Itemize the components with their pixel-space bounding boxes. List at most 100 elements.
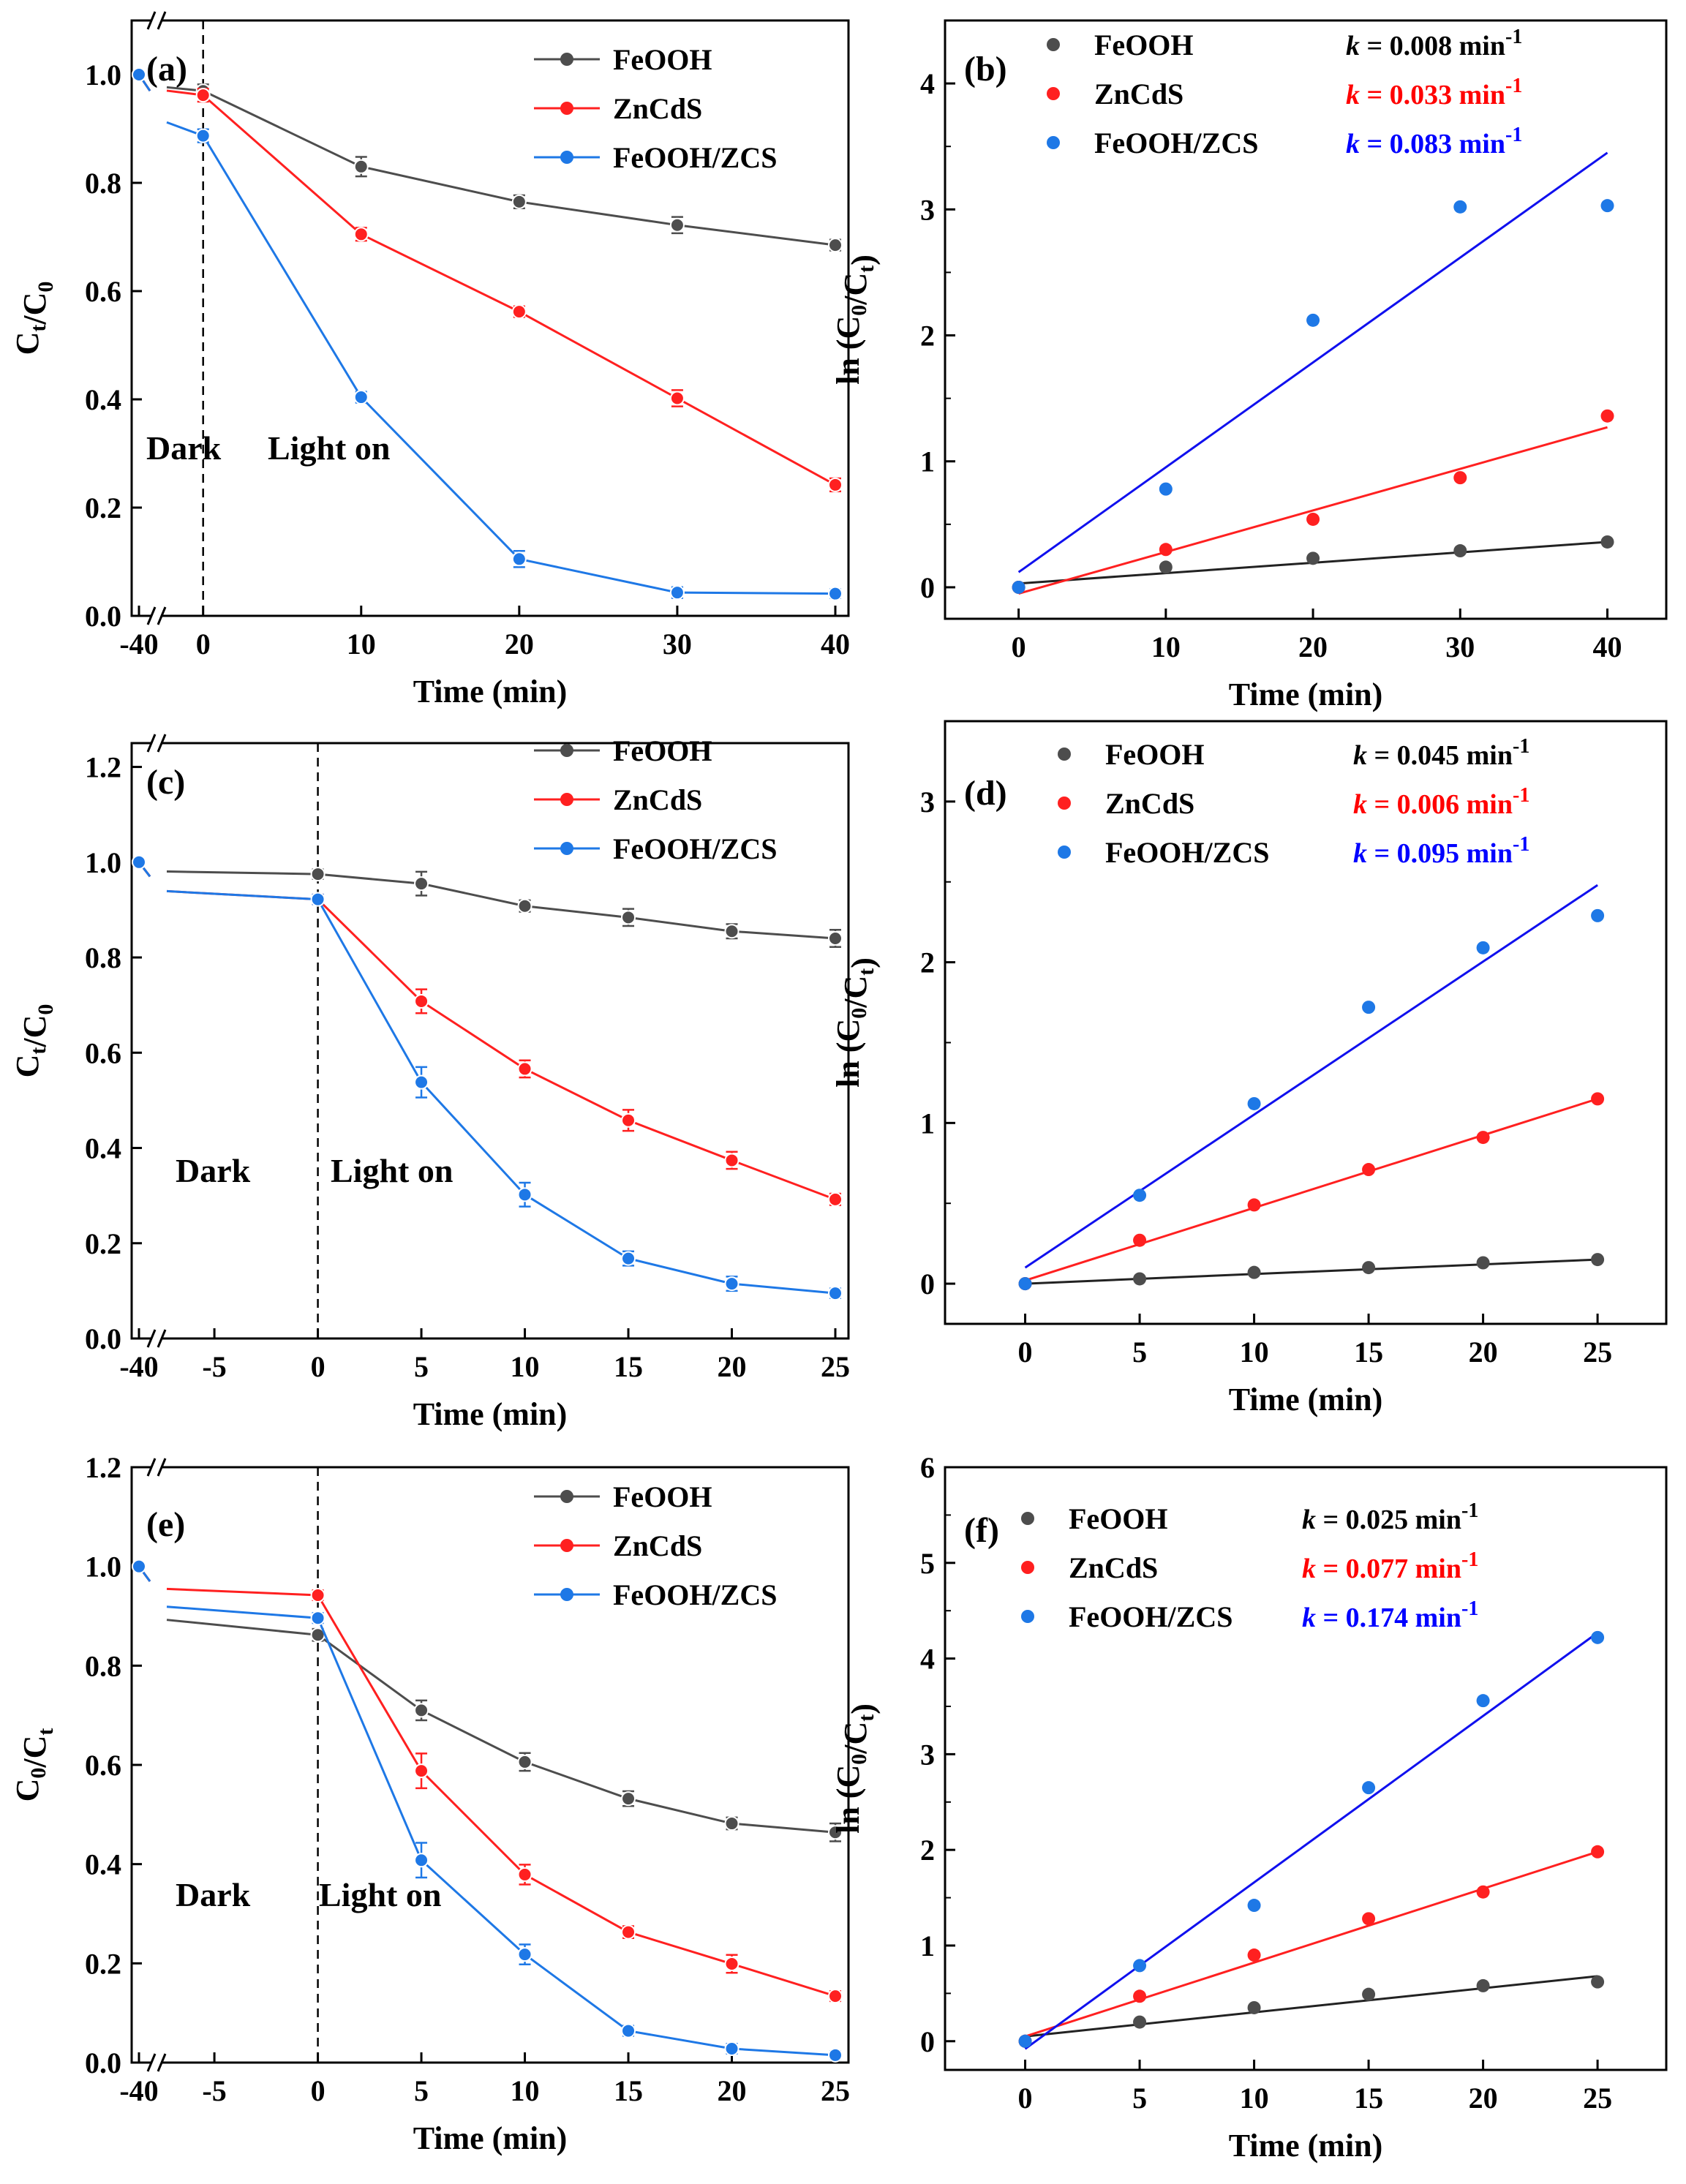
y-axis-label: Ct/C0 — [10, 1004, 58, 1078]
data-point — [1591, 1253, 1605, 1267]
light-on-label: Light on — [331, 1152, 453, 1189]
plot-frame — [130, 742, 850, 1340]
light-on-label: Light on — [268, 429, 390, 467]
legend-marker — [560, 793, 573, 806]
data-point — [310, 867, 325, 882]
data-point — [828, 477, 843, 492]
fit-line — [1025, 1258, 1598, 1285]
legend-marker — [1047, 87, 1060, 100]
data-point — [1159, 482, 1173, 496]
data-point — [132, 67, 146, 82]
data-point — [517, 1754, 532, 1769]
x-axis-label: Time (min) — [1229, 677, 1383, 712]
y-tick-label: 0 — [920, 2025, 935, 2058]
rate-constant-label: k = 0.174 min-1 — [1302, 1597, 1478, 1633]
data-point — [414, 1853, 429, 1868]
y-tick-label: 4 — [920, 1643, 935, 1676]
data-point — [1600, 535, 1614, 549]
axis-break-mark — [157, 1458, 167, 1477]
legend-label: FeOOH/ZCS — [613, 832, 777, 865]
data-point — [1133, 1189, 1147, 1202]
legend-label: FeOOH/ZCS — [1069, 1600, 1232, 1633]
legend-marker — [1058, 797, 1071, 810]
x-tick-label: 40 — [1593, 630, 1622, 663]
y-tick-label: 6 — [920, 1451, 935, 1484]
plot-frame — [944, 1466, 1668, 2071]
x-tick-label: 5 — [1132, 1336, 1147, 1368]
data-point — [1591, 908, 1605, 922]
panel-label: (c) — [146, 763, 185, 802]
data-point — [1133, 1233, 1147, 1247]
series-line — [166, 1587, 836, 1997]
axis-break-mark — [157, 11, 167, 30]
fit-line — [1018, 426, 1608, 595]
legend-marker — [560, 53, 573, 66]
series-zncds — [1012, 409, 1614, 595]
y-tick-label: 0 — [920, 571, 935, 604]
y-tick-label: 4 — [920, 67, 935, 100]
x-tick-label: 10 — [347, 628, 376, 660]
y-tick-label: 1.0 — [85, 846, 121, 879]
axis-break-mark — [146, 2053, 157, 2072]
legend-label: ZnCdS — [613, 1529, 702, 1562]
x-tick-label: 40 — [821, 628, 850, 660]
series-line — [166, 121, 836, 595]
data-point — [828, 586, 843, 601]
fit-line — [1024, 1632, 1598, 2050]
x-axis-label: Time (min) — [413, 2120, 568, 2156]
data-point — [1476, 1256, 1490, 1270]
x-axis-label: Time (min) — [413, 674, 568, 709]
x-tick-label: 25 — [1583, 1336, 1612, 1368]
legend-marker — [1021, 1512, 1034, 1525]
axis-break-mark — [157, 606, 167, 625]
rate-constant-label: k = 0.083 min-1 — [1346, 124, 1522, 159]
x-tick-label: 10 — [1151, 630, 1181, 663]
panel-label: (a) — [146, 50, 187, 89]
x-tick-label: 0 — [311, 2074, 325, 2107]
legend: FeOOH k = 0.008 min-1 ZnCdS k = 0.033 min-1… — [1047, 26, 1522, 159]
legend-marker — [560, 1490, 573, 1503]
data-point — [1362, 1987, 1376, 2001]
fit-line — [1025, 1975, 1598, 2038]
x-tick-label: 25 — [821, 2074, 850, 2107]
axis-break-mark — [157, 734, 167, 753]
data-point — [132, 1559, 146, 1574]
x-tick-label: 10 — [511, 2074, 540, 2107]
y-tick-label: 0.0 — [85, 600, 121, 633]
y-tick-label: 0.2 — [85, 1947, 121, 1980]
data-point — [828, 238, 843, 253]
data-point — [1362, 1781, 1376, 1795]
data-point — [1476, 1694, 1490, 1708]
axis-break-mark — [146, 11, 157, 30]
series-feooh-zcs — [1018, 1630, 1605, 2050]
legend-marker — [1058, 748, 1071, 761]
data-point — [1476, 1131, 1490, 1145]
data-point — [414, 993, 429, 1009]
data-point — [1247, 1948, 1261, 1962]
series-zncds — [132, 67, 843, 493]
x-tick-label: 10 — [1240, 1336, 1269, 1368]
plot-frame — [944, 19, 1668, 620]
legend-label: FeOOH — [1069, 1502, 1168, 1535]
data-point — [621, 910, 636, 925]
data-point — [1159, 560, 1173, 574]
light-on-label: Light on — [319, 1876, 441, 1913]
y-axis-label: C0/Ct — [10, 1728, 58, 1802]
data-point — [517, 1187, 532, 1202]
series-feooh-zcs — [132, 1559, 843, 2063]
y-tick-label: 2 — [920, 1834, 935, 1867]
data-point — [414, 1763, 429, 1779]
x-tick-label: 20 — [1469, 1336, 1498, 1368]
fit-line — [1017, 151, 1608, 573]
dark-label: Dark — [176, 1876, 251, 1913]
data-point — [724, 2041, 739, 2057]
x-tick-label: -5 — [202, 2074, 226, 2107]
panel-label: (e) — [146, 1505, 185, 1544]
series-feooh-zcs — [132, 854, 843, 1301]
rate-constant-label: k = 0.008 min-1 — [1346, 26, 1522, 61]
legend-label: ZnCdS — [613, 92, 702, 125]
data-point — [724, 1276, 739, 1292]
legend: FeOOH ZnCdS FeOOH/ZCS — [534, 1480, 777, 1611]
panel-c: 0.0 0.2 0.4 0.6 0.8 1.0 1.2 -40 -5 0 5 10 15 20 25 Time… — [10, 733, 850, 1432]
y-axis-label: ln (C0/Ct) — [830, 957, 881, 1088]
